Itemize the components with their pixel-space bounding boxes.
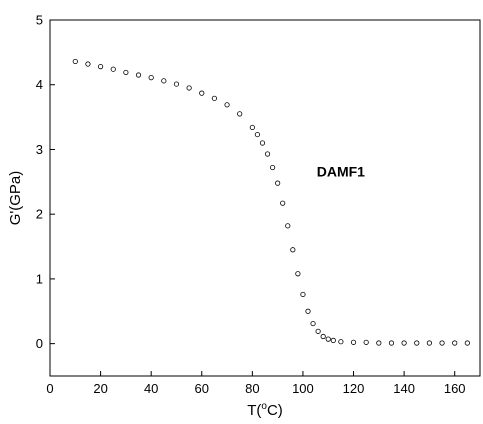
y-tick-label: 0 xyxy=(36,336,43,351)
data-point xyxy=(464,340,470,346)
data-point xyxy=(414,340,420,346)
x-tick-label: 60 xyxy=(195,381,209,396)
data-point xyxy=(305,308,311,314)
data-point xyxy=(310,320,316,327)
data-point xyxy=(249,124,255,131)
y-tick-label: 2 xyxy=(36,207,43,222)
data-point xyxy=(285,223,291,229)
plot-frame xyxy=(49,19,481,377)
x-axis-label-tail: C) xyxy=(267,402,283,419)
data-point xyxy=(295,271,301,277)
x-axis-label-main: T( xyxy=(247,402,261,419)
annotation-damf1: DAMF1 xyxy=(317,164,365,180)
data-point xyxy=(338,339,344,345)
data-point xyxy=(264,151,271,157)
x-tick-label: 100 xyxy=(292,381,314,396)
data-point xyxy=(315,328,321,334)
y-tick-label: 4 xyxy=(36,77,43,92)
x-tick-label: 0 xyxy=(46,381,53,396)
data-point xyxy=(330,337,336,343)
data-point xyxy=(237,111,243,117)
x-axis-label: T(oC) xyxy=(247,401,283,419)
data-point xyxy=(376,340,382,346)
data-point xyxy=(254,131,261,138)
data-point xyxy=(85,61,91,67)
x-axis-label-superscript: o xyxy=(261,401,267,412)
data-point xyxy=(97,64,104,70)
data-point xyxy=(224,102,230,108)
data-point xyxy=(186,85,192,91)
data-point xyxy=(325,336,331,342)
data-point xyxy=(275,180,281,186)
x-tick-label: 120 xyxy=(343,381,365,396)
data-point xyxy=(280,200,286,206)
data-point xyxy=(148,75,154,81)
x-tick-label: 40 xyxy=(144,381,158,396)
data-point xyxy=(401,340,407,346)
y-axis-label: G'(GPa) xyxy=(7,171,24,226)
data-point xyxy=(290,247,296,253)
x-tick-label: 140 xyxy=(393,381,415,396)
x-tick-label: 20 xyxy=(93,381,107,396)
x-tick-label: 160 xyxy=(444,381,466,396)
data-point xyxy=(452,340,458,346)
data-point xyxy=(426,340,433,346)
data-point xyxy=(300,291,306,298)
data-point xyxy=(439,340,445,346)
data-point xyxy=(161,78,167,84)
y-tick-label: 5 xyxy=(36,13,43,28)
data-series xyxy=(72,58,470,346)
tick-labels: 0 20 40 60 80 100 120 140 160 0 1 2 3 4 5 xyxy=(36,13,466,397)
data-point xyxy=(211,95,218,101)
data-point xyxy=(173,81,180,87)
y-tick-label: 3 xyxy=(36,142,43,157)
data-point xyxy=(320,333,326,340)
y-tick-label: 1 xyxy=(36,271,43,286)
data-point xyxy=(199,90,205,96)
x-tick-label: 80 xyxy=(245,381,259,396)
data-point xyxy=(110,66,116,72)
data-point xyxy=(259,140,266,146)
data-point xyxy=(269,164,276,171)
data-point xyxy=(123,69,129,76)
data-point xyxy=(72,58,78,65)
data-point xyxy=(388,340,395,346)
data-point xyxy=(135,72,142,78)
data-point xyxy=(350,339,357,345)
data-point xyxy=(363,339,369,345)
ticks xyxy=(49,19,456,376)
